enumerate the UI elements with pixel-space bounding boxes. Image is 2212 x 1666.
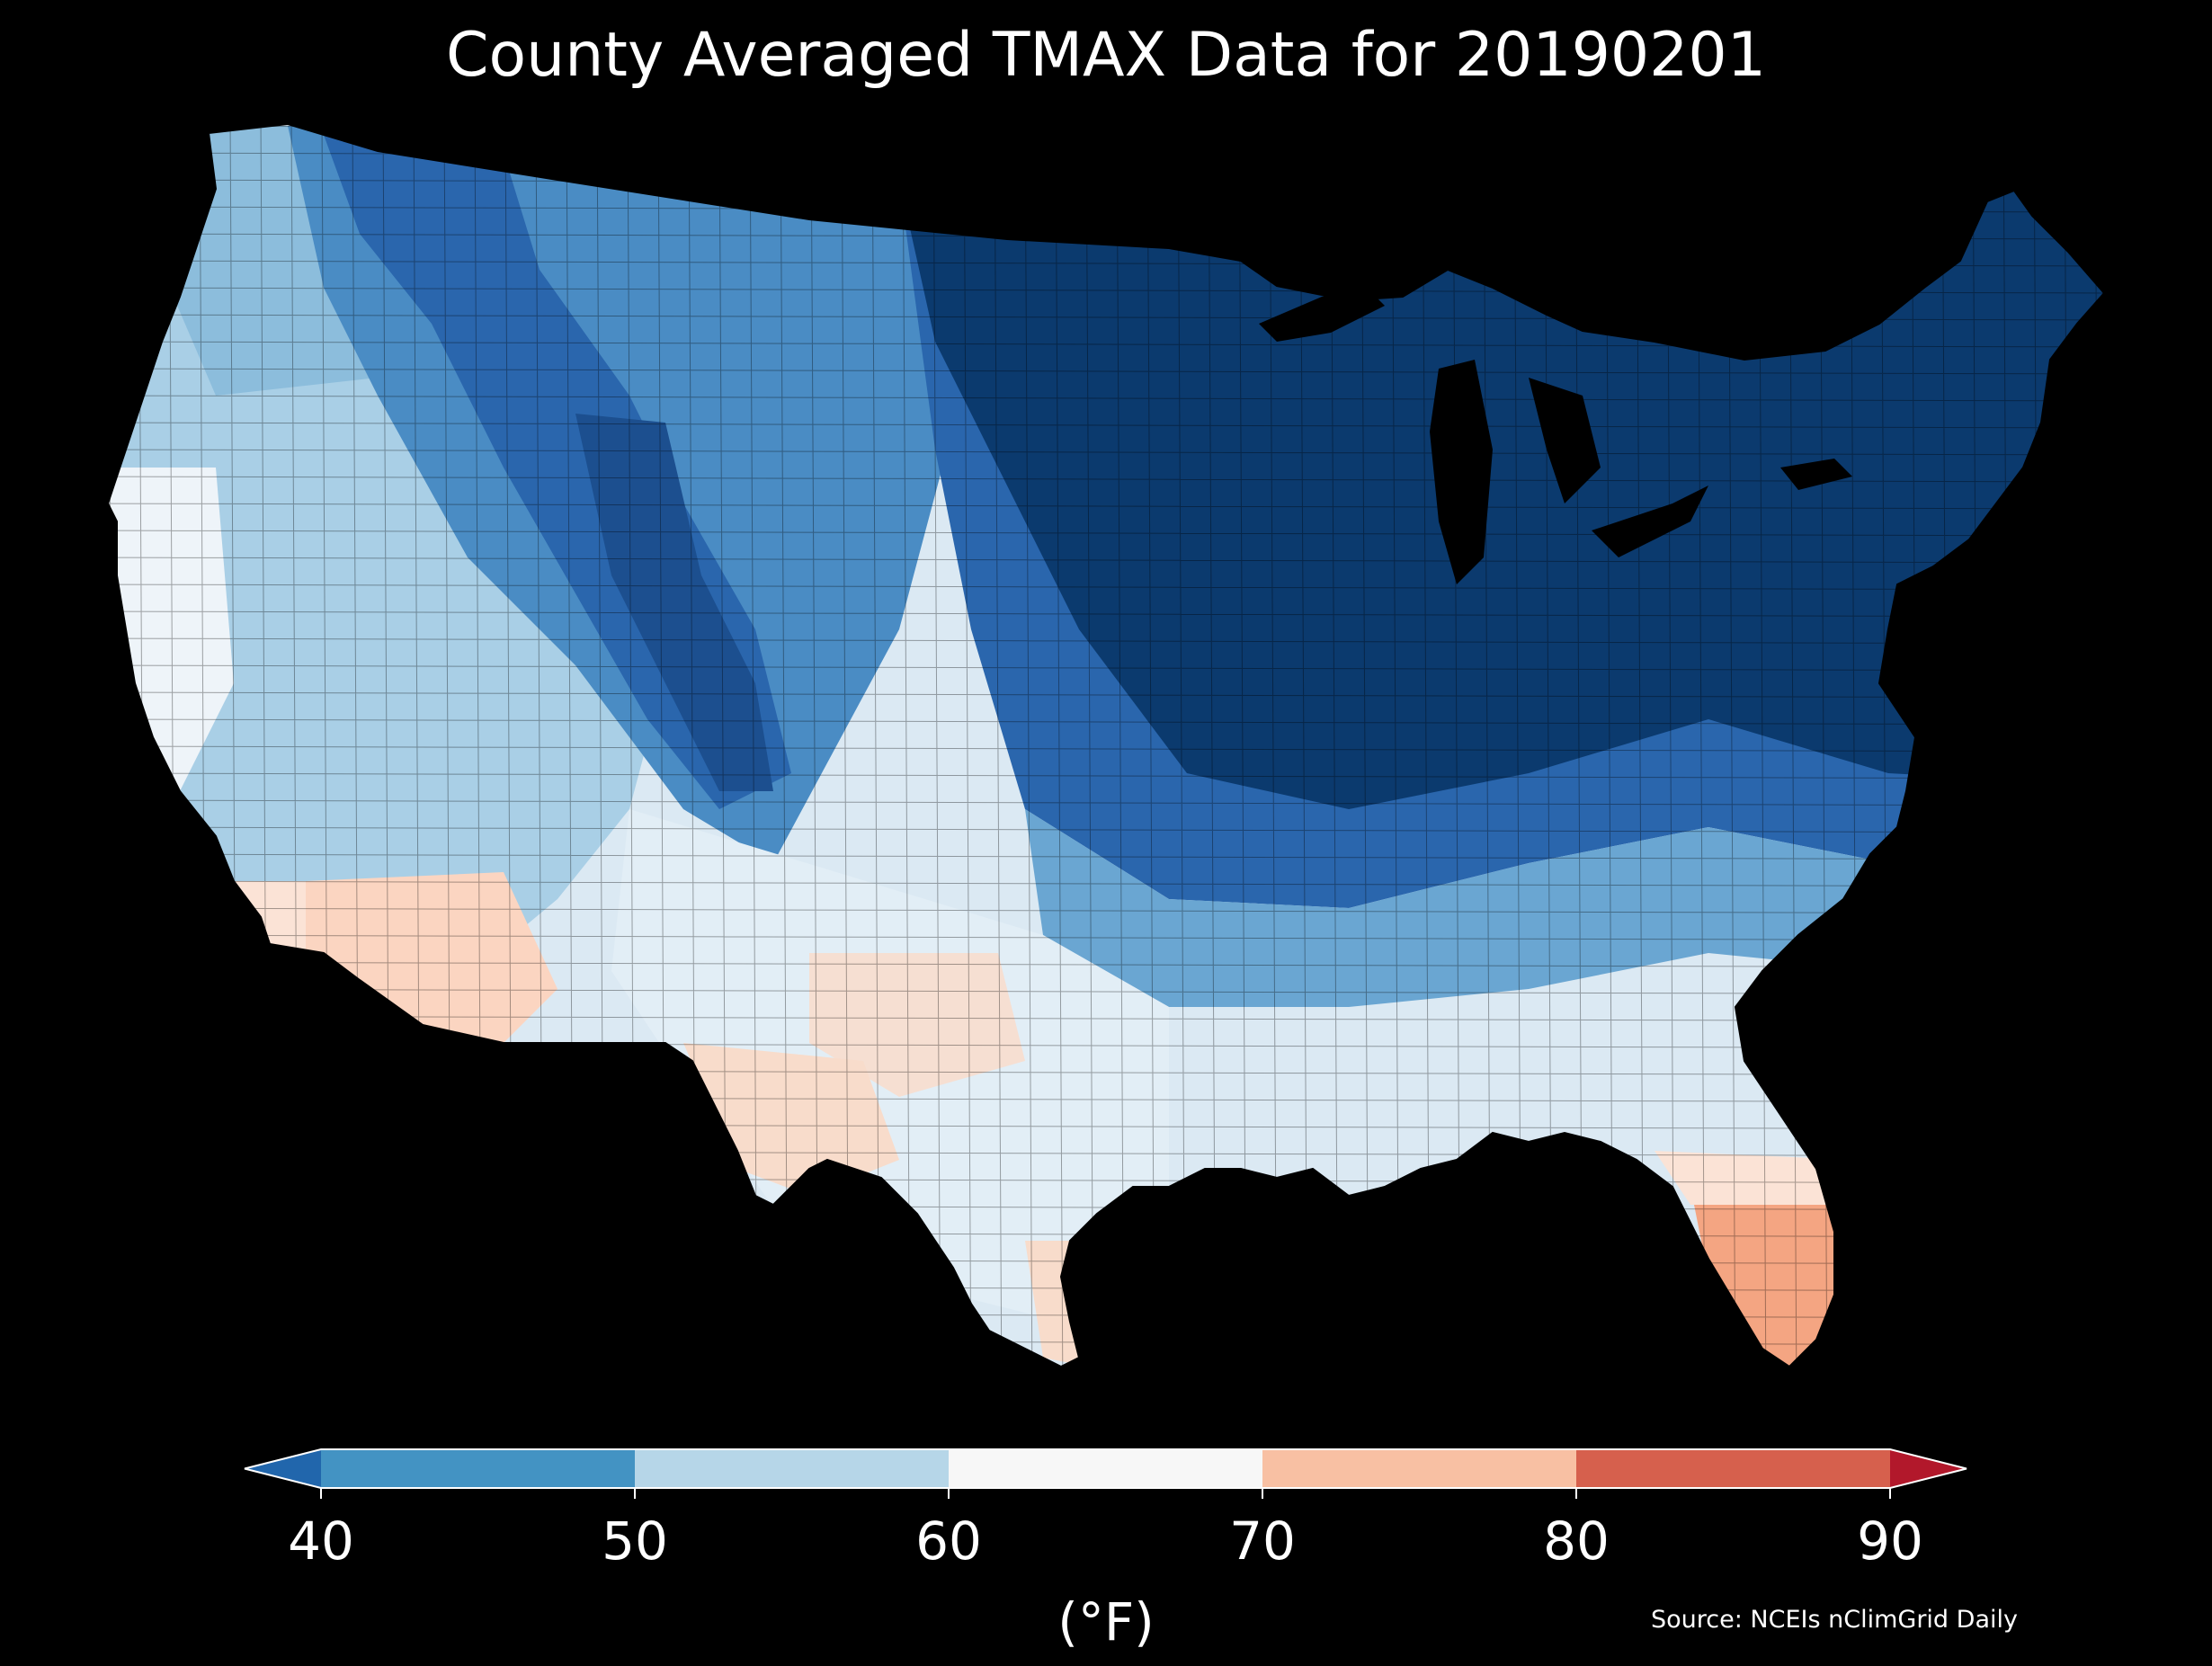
colorbar-tick-label: 50: [602, 1510, 668, 1572]
colorbar-bin: [321, 1449, 636, 1488]
colorbar-extend-high: [1890, 1449, 1967, 1488]
lake-superior: [1259, 288, 1385, 342]
chart-title: County Averaged TMAX Data for 20190201: [446, 20, 1766, 91]
colorbar-tick-label: 80: [1543, 1510, 1610, 1572]
source-credit: Source: NCEIs nClimGrid Daily: [1651, 1606, 2018, 1634]
colorbar-tick-label: 40: [288, 1510, 354, 1572]
central-florida-region: [1655, 1151, 1852, 1205]
colorbar-bin: [1262, 1449, 1577, 1488]
colorbar-tick-label: 70: [1229, 1510, 1296, 1572]
colorbar-tick-label: 60: [915, 1510, 982, 1572]
colorbar-tick-label: 90: [1857, 1510, 1923, 1572]
colorbar-bin: [1576, 1449, 1891, 1488]
rockies-core-region: [575, 414, 773, 791]
lake-ontario: [1780, 459, 1852, 490]
lake-huron: [1529, 378, 1601, 503]
colorbar-extend-low: [245, 1449, 321, 1488]
colorbar-bin: [949, 1449, 1263, 1488]
colorbar-unit-label: (°F): [1057, 1591, 1155, 1653]
colorbar-bin: [635, 1449, 950, 1488]
lake-erie: [1592, 486, 1708, 557]
lake-michigan: [1430, 360, 1493, 584]
